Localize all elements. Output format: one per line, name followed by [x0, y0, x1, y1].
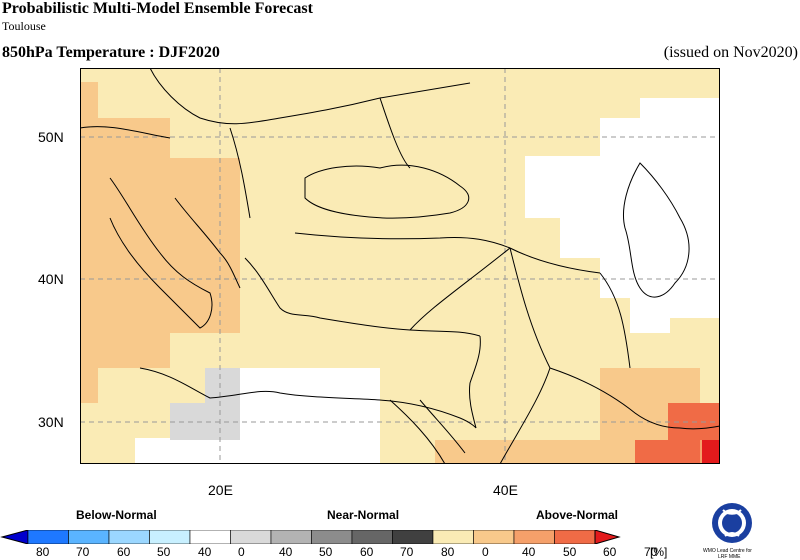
page-subtitle: Toulouse: [2, 19, 46, 33]
legend-near-normal: Near-Normal: [327, 508, 400, 522]
coastlines: [80, 68, 720, 464]
page-title: Probabilistic Multi-Model Ensemble Forec…: [2, 0, 313, 17]
lon-label-40e: 40E: [493, 482, 518, 498]
lat-label-40n: 40N: [38, 271, 64, 287]
credit-line-2: LRF MME: [718, 554, 741, 560]
credit-line-1: WMO Lead Centre for: [703, 548, 752, 554]
legend-box: [27, 530, 69, 544]
issued-date: (issued on Nov2020): [663, 44, 798, 61]
legend-above-normal: Above-Normal: [536, 508, 619, 522]
near-normal-patch: [170, 368, 240, 440]
lat-label-50n: 50N: [38, 129, 64, 145]
above-normal-70-80: [635, 403, 720, 464]
legend-tick-label: 40: [198, 545, 212, 559]
legend-box: [270, 530, 312, 544]
legend-below-normal: Below-Normal: [76, 508, 157, 522]
caspian-region-white: [525, 98, 720, 333]
legend-tick-label: 0: [238, 545, 245, 559]
legend-tick-label: 70: [644, 545, 658, 559]
graticule: [80, 68, 720, 464]
legend-tick-label: 60: [117, 545, 131, 559]
legend-box: [432, 530, 474, 544]
legend-arrow-right: [594, 530, 621, 544]
legend-box: [392, 530, 434, 544]
legend-box: [351, 530, 393, 544]
legend-tick-label: 0: [482, 545, 489, 559]
forecast-map: [80, 68, 720, 464]
above-normal-80: [702, 440, 720, 464]
legend-tick-label: 80: [441, 545, 455, 559]
legend-box: [554, 530, 596, 544]
legend-tick-label: 40: [522, 545, 536, 559]
legend-tick-label: 70: [400, 545, 414, 559]
legend-box: [189, 530, 231, 544]
map-frame: [80, 68, 720, 464]
legend-box: [473, 530, 515, 544]
legend-box: [230, 530, 272, 544]
legend-tick-label: 40: [279, 545, 293, 559]
legend-box: [311, 530, 353, 544]
legend-colorbar: [0, 530, 621, 544]
legend-box: [513, 530, 555, 544]
legend-box: [108, 530, 150, 544]
above-normal-west: [80, 82, 240, 403]
lon-label-20e: 20E: [208, 482, 233, 498]
legend-tick-label: 70: [76, 545, 90, 559]
legend-tick-label: 80: [36, 545, 50, 559]
legend-arrow-left: [0, 530, 29, 544]
lat-label-30n: 30N: [38, 414, 64, 430]
legend-tick-label: 50: [563, 545, 577, 559]
legend-box: [68, 530, 110, 544]
legend-box: [149, 530, 191, 544]
legend-tick-label: 50: [157, 545, 171, 559]
legend-unit: [%]: [650, 545, 668, 559]
wmo-logo-icon: [712, 503, 752, 543]
variable-label: 850hPa Temperature : DJF2020: [2, 44, 220, 61]
legend-tick-label: 60: [603, 545, 617, 559]
legend-tick-label: 60: [360, 545, 374, 559]
legend-tick-label: 50: [319, 545, 333, 559]
